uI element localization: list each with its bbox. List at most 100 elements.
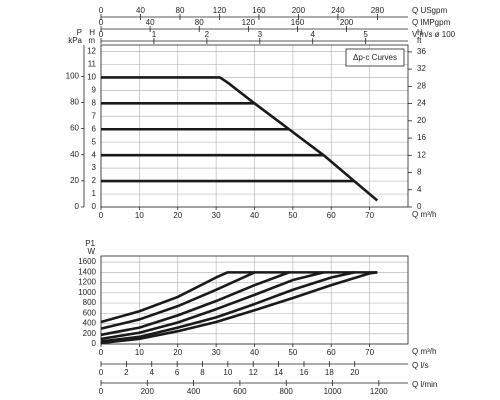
tick-label: 100 [66, 71, 80, 80]
y-axis-label: m [88, 36, 95, 45]
axis-label: P [77, 28, 82, 37]
tick-label: 20 [417, 116, 426, 125]
tick-label: 4 [310, 30, 315, 39]
y-tick-label: 11 [88, 60, 97, 69]
tick-label: 80 [195, 18, 204, 27]
tick-label: 240 [331, 6, 345, 15]
tick-label: 14 [274, 368, 283, 377]
x-tick-label: 20 [173, 211, 182, 220]
y-axis-label: P1 [85, 239, 95, 248]
y-axis-label: H [89, 28, 95, 37]
tick-label: 8 [200, 368, 205, 377]
x-tick-label: 30 [212, 348, 221, 357]
tick-label: 16 [417, 133, 426, 142]
tick-label: 24 [417, 99, 426, 108]
tick-label: 120 [242, 18, 256, 27]
tick-label: 20 [70, 176, 79, 185]
x-tick-label: 60 [327, 348, 336, 357]
tick-label: 400 [187, 387, 201, 396]
tick-label: 200 [141, 387, 155, 396]
y-tick-label: 9 [92, 85, 97, 94]
curve [100, 271, 355, 343]
axis-label: H [417, 28, 423, 37]
y-tick-label: 1200 [78, 278, 96, 287]
axis-label: Q l/min [412, 380, 437, 389]
x-tick-label: 40 [250, 348, 259, 357]
tick-label: 0 [99, 387, 104, 396]
tick-label: 10 [223, 368, 232, 377]
tick-label: 18 [325, 368, 334, 377]
tick-label: 12 [417, 150, 426, 159]
tick-label: 32 [417, 64, 426, 73]
y-tick-label: 6 [92, 124, 97, 133]
y-tick-label: 2 [92, 176, 97, 185]
plot-frame [100, 44, 409, 208]
axis-label: Q l/s [412, 361, 428, 370]
y-axis-label: W [87, 247, 95, 256]
x-tick-label: 10 [135, 211, 144, 220]
y-tick-label: 200 [83, 329, 97, 338]
plot-frame [100, 255, 409, 345]
x-tick-label: 30 [212, 211, 221, 220]
y-tick-label: 1400 [78, 267, 96, 276]
y-tick-label: 400 [83, 319, 97, 328]
x-tick-label: 60 [327, 211, 336, 220]
tick-label: 160 [291, 18, 305, 27]
y-tick-label: 5 [92, 137, 97, 146]
axis-label: Q IMPgpm [412, 18, 451, 27]
tick-label: 280 [371, 6, 385, 15]
tick-label: 5 [363, 30, 368, 39]
tick-label: 6 [175, 368, 180, 377]
y-tick-label: 7 [92, 111, 97, 120]
tick-label: 20 [350, 368, 359, 377]
x-tick-label: 20 [173, 348, 182, 357]
x-tick-label: 0 [99, 348, 104, 357]
tick-label: 80 [176, 6, 185, 15]
tick-label: 40 [146, 18, 155, 27]
tick-label: 200 [340, 18, 354, 27]
tick-label: 800 [280, 387, 294, 396]
tick-label: 0 [99, 368, 104, 377]
y-tick-label: 600 [83, 308, 97, 317]
x-tick-label: 50 [288, 211, 297, 220]
tick-label: 36 [417, 47, 426, 56]
tick-label: 2 [124, 368, 129, 377]
curve [100, 271, 324, 341]
y-tick-label: 3 [92, 163, 97, 172]
tick-label: 40 [70, 150, 79, 159]
y-tick-label: 8 [92, 98, 97, 107]
tick-label: 160 [252, 6, 266, 15]
legend-box [345, 48, 405, 67]
tick-label: 40 [136, 6, 145, 15]
y-tick-label: 800 [83, 298, 97, 307]
tick-label: 3 [258, 30, 263, 39]
curve [101, 76, 379, 202]
tick-label: 28 [417, 81, 426, 90]
x-tick-label: 0 [99, 211, 104, 220]
tick-label: 600 [233, 387, 247, 396]
x-tick-label: 70 [365, 211, 374, 220]
y-tick-label: 10 [87, 73, 96, 82]
axis-label: kPa [68, 36, 82, 45]
x-tick-label: 40 [250, 211, 259, 220]
curve [100, 271, 256, 330]
tick-label: 1200 [370, 387, 388, 396]
legend-text: Δp-c Curves [353, 53, 397, 62]
tick-label: 2 [205, 30, 210, 39]
tick-label: 4 [150, 368, 155, 377]
y-tick-label: 1000 [78, 288, 96, 297]
tick-label: 0 [75, 202, 80, 211]
tick-label: 0 [99, 18, 104, 27]
tick-label: 16 [300, 368, 309, 377]
y-tick-label: 1 [92, 189, 97, 198]
tick-label: 80 [70, 98, 79, 107]
tick-label: 0 [99, 30, 104, 39]
curve [100, 271, 378, 345]
tick-label: 200 [292, 6, 306, 15]
axis-label: ft [417, 36, 422, 45]
axis-label: Q USgpm [412, 6, 447, 15]
y-tick-label: 0 [92, 202, 97, 211]
x-tick-label: 70 [365, 348, 374, 357]
y-tick-label: 0 [92, 339, 97, 348]
